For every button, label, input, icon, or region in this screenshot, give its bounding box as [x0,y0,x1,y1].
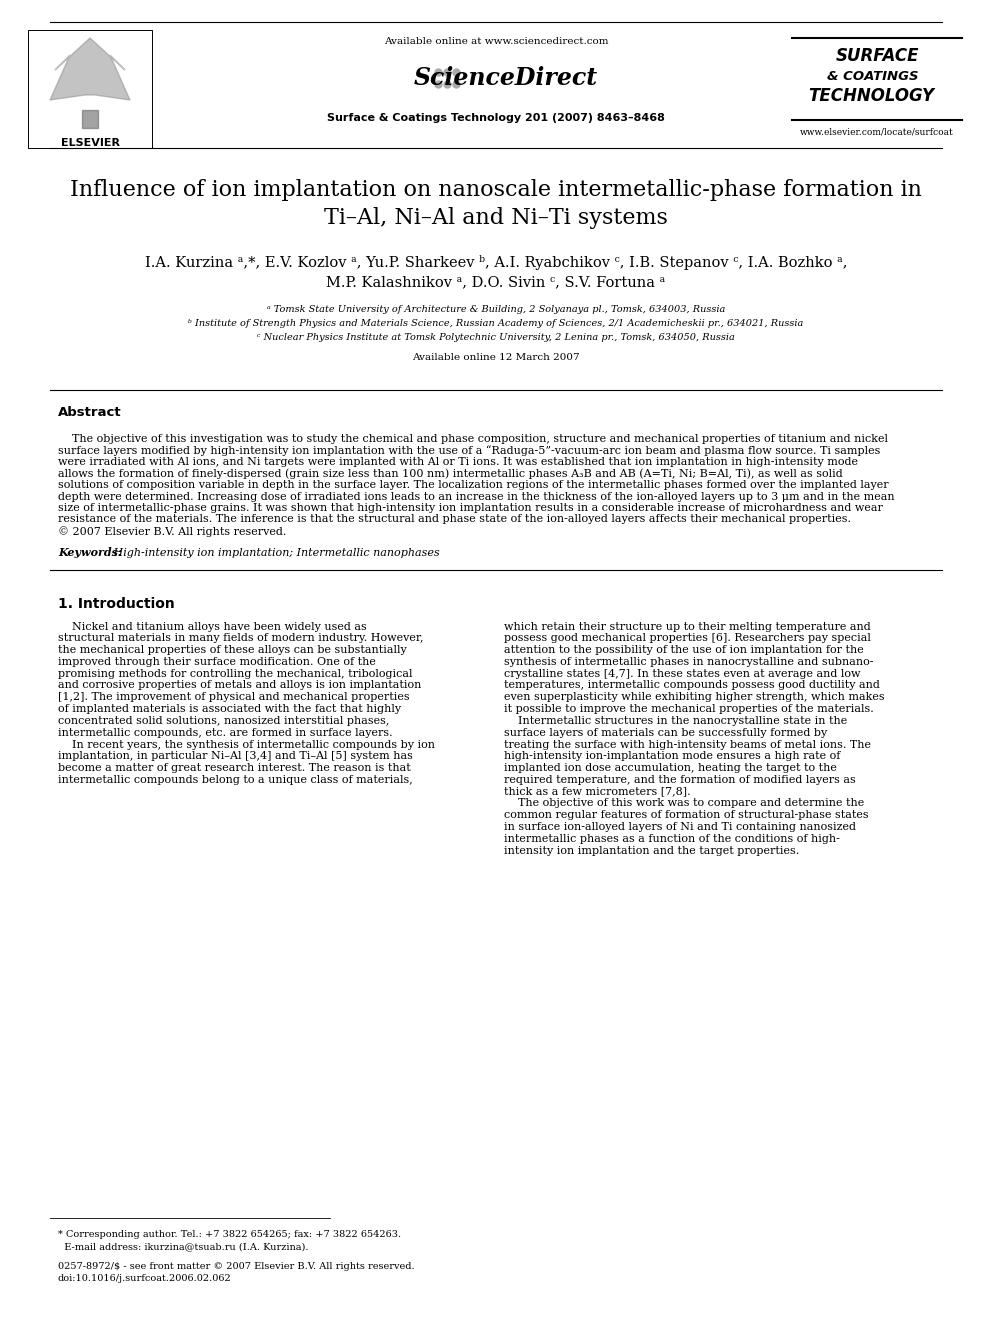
Text: intermetallic compounds belong to a unique class of materials,: intermetallic compounds belong to a uniq… [58,775,413,785]
Text: * Corresponding author. Tel.: +7 3822 654265; fax: +7 3822 654263.: * Corresponding author. Tel.: +7 3822 65… [58,1230,401,1240]
Text: intermetallic compounds, etc. are formed in surface layers.: intermetallic compounds, etc. are formed… [58,728,393,738]
Text: In recent years, the synthesis of intermetallic compounds by ion: In recent years, the synthesis of interm… [58,740,435,750]
Text: synthesis of intermetallic phases in nanocrystalline and subnano-: synthesis of intermetallic phases in nan… [504,658,874,667]
Text: 0257-8972/$ - see front matter © 2007 Elsevier B.V. All rights reserved.: 0257-8972/$ - see front matter © 2007 El… [58,1262,415,1271]
Text: Available online 12 March 2007: Available online 12 March 2007 [413,353,579,363]
Bar [28,30,152,148]
Text: Keywords:: Keywords: [58,548,122,558]
Text: © 2007 Elsevier B.V. All rights reserved.: © 2007 Elsevier B.V. All rights reserved… [58,527,287,537]
Text: Ti–Al, Ni–Al and Ni–Ti systems: Ti–Al, Ni–Al and Ni–Ti systems [324,206,668,229]
Text: required temperature, and the formation of modified layers as: required temperature, and the formation … [504,775,856,785]
Text: surface layers modified by high-intensity ion implantation with the use of a “Ra: surface layers modified by high-intensit… [58,446,880,456]
Text: Influence of ion implantation on nanoscale intermetallic-phase formation in: Influence of ion implantation on nanosca… [70,179,922,201]
Text: ScienceDirect: ScienceDirect [414,66,598,90]
Text: resistance of the materials. The inference is that the structural and phase stat: resistance of the materials. The inferen… [58,515,851,524]
Text: it possible to improve the mechanical properties of the materials.: it possible to improve the mechanical pr… [504,704,874,714]
Text: concentrated solid solutions, nanosized interstitial phases,: concentrated solid solutions, nanosized … [58,716,390,726]
Text: ᵇ Institute of Strength Physics and Materials Science, Russian Academy of Scienc: ᵇ Institute of Strength Physics and Mate… [188,319,804,328]
Text: size of intermetallic-phase grains. It was shown that high-intensity ion implant: size of intermetallic-phase grains. It w… [58,503,883,513]
Text: the mechanical properties of these alloys can be substantially: the mechanical properties of these alloy… [58,646,407,655]
Text: high-intensity ion-implantation mode ensures a high rate of: high-intensity ion-implantation mode ens… [504,751,840,761]
Text: & COATINGS: & COATINGS [827,70,919,82]
Text: of implanted materials is associated with the fact that highly: of implanted materials is associated wit… [58,704,401,714]
Text: The objective of this investigation was to study the chemical and phase composit: The objective of this investigation was … [58,434,888,445]
Text: SURFACE: SURFACE [835,48,919,65]
Text: possess good mechanical properties [6]. Researchers pay special: possess good mechanical properties [6]. … [504,634,871,643]
Text: The objective of this work was to compare and determine the: The objective of this work was to compar… [504,799,864,808]
Text: implantation, in particular Ni–Al [3,4] and Ti–Al [5] system has: implantation, in particular Ni–Al [3,4] … [58,751,413,761]
Text: temperatures, intermetallic compounds possess good ductility and: temperatures, intermetallic compounds po… [504,680,880,691]
Text: promising methods for controlling the mechanical, tribological: promising methods for controlling the me… [58,668,413,679]
Polygon shape [50,38,130,101]
Text: www.elsevier.com/locate/surfcoat: www.elsevier.com/locate/surfcoat [801,127,954,136]
Text: ELSEVIER: ELSEVIER [61,138,119,148]
Text: in surface ion-alloyed layers of Ni and Ti containing nanosized: in surface ion-alloyed layers of Ni and … [504,822,856,832]
Text: M.P. Kalashnikov ᵃ, D.O. Sivin ᶜ, S.V. Fortuna ᵃ: M.P. Kalashnikov ᵃ, D.O. Sivin ᶜ, S.V. F… [326,275,666,288]
Text: solutions of composition variable in depth in the surface layer. The localizatio: solutions of composition variable in dep… [58,480,889,490]
Polygon shape [82,110,98,128]
Text: structural materials in many fields of modern industry. However,: structural materials in many fields of m… [58,634,424,643]
Text: TECHNOLOGY: TECHNOLOGY [808,87,934,105]
Text: attention to the possibility of the use of ion implantation for the: attention to the possibility of the use … [504,646,864,655]
Text: were irradiated with Al ions, and Ni targets were implanted with Al or Ti ions. : were irradiated with Al ions, and Ni tar… [58,456,858,467]
Text: I.A. Kurzina ᵃ,*, E.V. Kozlov ᵃ, Yu.P. Sharkeev ᵇ, A.I. Ryabchikov ᶜ, I.B. Stepa: I.A. Kurzina ᵃ,*, E.V. Kozlov ᵃ, Yu.P. S… [145,255,847,270]
Text: surface layers of materials can be successfully formed by: surface layers of materials can be succe… [504,728,827,738]
Text: Nickel and titanium alloys have been widely used as: Nickel and titanium alloys have been wid… [58,622,367,631]
Text: and corrosive properties of metals and alloys is ion implantation: and corrosive properties of metals and a… [58,680,422,691]
Text: improved through their surface modification. One of the: improved through their surface modificat… [58,658,376,667]
Text: Abstract: Abstract [58,406,122,419]
Text: even superplasticity while exhibiting higher strength, which makes: even superplasticity while exhibiting hi… [504,692,885,703]
Text: implanted ion dose accumulation, heating the target to the: implanted ion dose accumulation, heating… [504,763,837,773]
Text: 1. Introduction: 1. Introduction [58,598,175,611]
Text: Surface & Coatings Technology 201 (2007) 8463–8468: Surface & Coatings Technology 201 (2007)… [327,112,665,123]
Text: common regular features of formation of structural-phase states: common regular features of formation of … [504,810,869,820]
Text: which retain their structure up to their melting temperature and: which retain their structure up to their… [504,622,871,631]
Text: ᵃ Tomsk State University of Architecture & Building, 2 Solyanaya pl., Tomsk, 634: ᵃ Tomsk State University of Architecture… [267,306,725,315]
Text: E-mail address: ikurzina@tsuab.ru (I.A. Kurzina).: E-mail address: ikurzina@tsuab.ru (I.A. … [58,1242,309,1252]
Text: depth were determined. Increasing dose of irradiated ions leads to an increase i: depth were determined. Increasing dose o… [58,492,895,501]
Text: Intermetallic structures in the nanocrystalline state in the: Intermetallic structures in the nanocrys… [504,716,847,726]
Text: ᶜ Nuclear Physics Institute at Tomsk Polytechnic University, 2 Lenina pr., Tomsk: ᶜ Nuclear Physics Institute at Tomsk Pol… [257,333,735,343]
Text: crystalline states [4,7]. In these states even at average and low: crystalline states [4,7]. In these state… [504,668,860,679]
Text: Available online at www.sciencedirect.com: Available online at www.sciencedirect.co… [384,37,608,46]
Text: doi:10.1016/j.surfcoat.2006.02.062: doi:10.1016/j.surfcoat.2006.02.062 [58,1274,232,1283]
Text: become a matter of great research interest. The reason is that: become a matter of great research intere… [58,763,411,773]
Text: High-intensity ion implantation; Intermetallic nanophases: High-intensity ion implantation; Interme… [110,548,439,557]
Text: allows the formation of finely-dispersed (grain size less than 100 nm) intermeta: allows the formation of finely-dispersed… [58,468,843,479]
Text: [1,2]. The improvement of physical and mechanical properties: [1,2]. The improvement of physical and m… [58,692,410,703]
Text: thick as a few micrometers [7,8].: thick as a few micrometers [7,8]. [504,787,690,796]
Text: intensity ion implantation and the target properties.: intensity ion implantation and the targe… [504,845,800,856]
Text: intermetallic phases as a function of the conditions of high-: intermetallic phases as a function of th… [504,833,840,844]
Text: treating the surface with high-intensity beams of metal ions. The: treating the surface with high-intensity… [504,740,871,750]
